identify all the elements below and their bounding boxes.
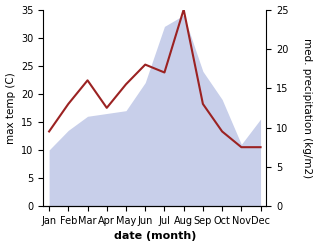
- Y-axis label: med. precipitation (kg/m2): med. precipitation (kg/m2): [302, 38, 313, 178]
- Y-axis label: max temp (C): max temp (C): [5, 72, 16, 144]
- X-axis label: date (month): date (month): [114, 231, 196, 242]
